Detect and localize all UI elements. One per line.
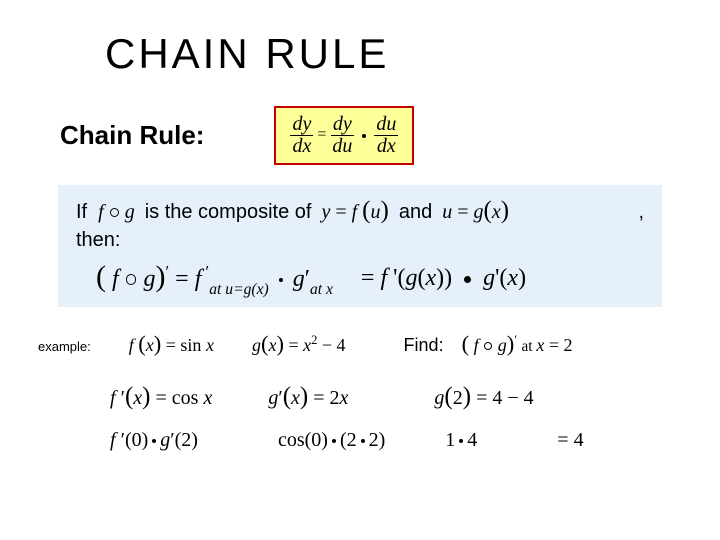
fpx-expr: f ′(x) = cos x (110, 383, 212, 411)
cdot-icon (459, 439, 463, 443)
frac-num: dy (292, 113, 311, 135)
frac-den: du (332, 135, 352, 157)
expr-d: = 4 (557, 429, 583, 452)
frac-num: dy (333, 113, 352, 135)
text-and: and (399, 201, 432, 224)
expr-b: cos(0)(22) (278, 429, 385, 452)
subhead-row: Chain Rule: dydx = dydu dudx (60, 106, 670, 165)
chain-rule-formula-box: dydx = dydu dudx (274, 106, 414, 165)
cdot-icon (152, 439, 156, 443)
definition-line: If f g is the composite of y = f (u) and… (76, 197, 644, 225)
text-then: then: (76, 229, 644, 252)
compose-icon (484, 342, 492, 350)
gx-expr: g(x) = x2 − 4 (252, 331, 346, 357)
find-expr: ( f g)′ at x = 2 (462, 331, 573, 357)
example-row: example: f (x) = sin x g(x) = x2 − 4 Fin… (38, 331, 670, 357)
example-label: example: (38, 339, 91, 354)
section-heading: Chain Rule: (60, 120, 204, 151)
expr-c: 14 (445, 429, 477, 452)
g2-expr: g(2) = 4 − 4 (434, 383, 533, 411)
text-comma: , (638, 201, 644, 224)
text-at: at (209, 281, 225, 298)
cdot-icon (279, 278, 283, 282)
last-row: f ′(0)g′(2) cos(0)(22) 14 = 4 (110, 429, 670, 452)
cdot-icon (361, 439, 365, 443)
ugx-expr: u = g(x) (442, 197, 509, 225)
text-is-composite: is the composite of (145, 201, 312, 224)
text-find: Find: (404, 335, 444, 356)
cdot-icon (332, 439, 336, 443)
frac-den: dx (292, 135, 311, 157)
derivatives-row: f ′(x) = cos x g′(x) = 2x g(2) = 4 − 4 (110, 383, 670, 411)
text-if: If (76, 201, 87, 224)
gpx-expr: g′(x) = 2x (268, 383, 348, 411)
text-at: at (310, 281, 326, 298)
cdot-icon (362, 134, 366, 138)
composite-equation: ( f g)′ = f ′at u=g(x) g′at x = f '(g(x)… (96, 260, 644, 297)
frac-den: dx (377, 135, 396, 157)
fog-expr: f g (93, 201, 135, 224)
compose-icon (126, 274, 137, 285)
compose-icon (110, 208, 119, 217)
bullet-dot-icon (464, 276, 471, 283)
definition-panel: If f g is the composite of y = f (u) and… (58, 185, 662, 307)
slide: CHAIN RULE Chain Rule: dydx = dydu dudx … (0, 0, 720, 540)
yfu-expr: y = f (u) (321, 197, 388, 225)
page-title: CHAIN RULE (105, 30, 670, 78)
expr-a: f ′(0)g′(2) (110, 429, 198, 452)
fx-expr: f (x) = sin x (129, 331, 214, 357)
frac-num: du (376, 113, 396, 135)
